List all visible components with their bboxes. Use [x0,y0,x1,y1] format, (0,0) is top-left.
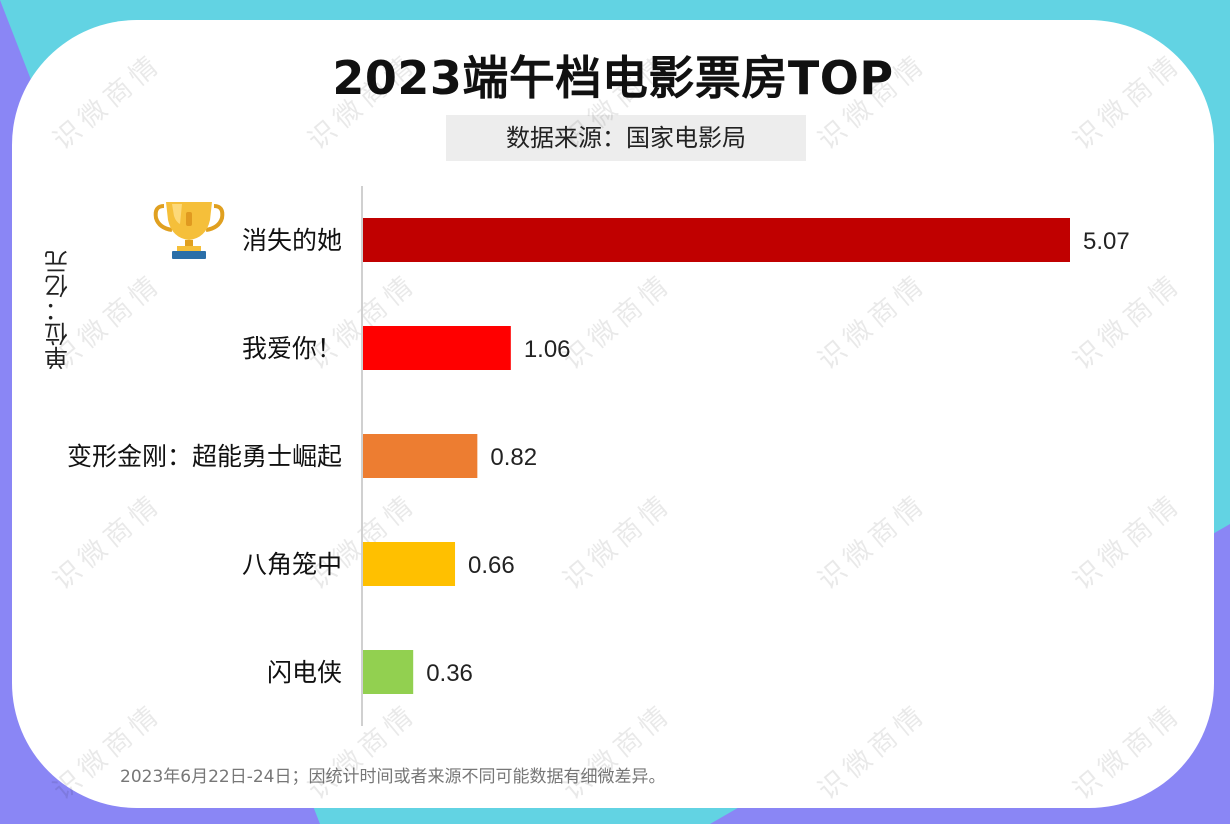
bar [363,326,511,370]
bar [363,650,414,694]
category-label: 我爱你！ [242,334,342,363]
category-label: 闪电侠 [267,658,342,687]
bar [363,434,478,478]
data-source-label: 数据来源：国家电影局 [446,115,806,161]
category-label: 消失的她 [242,226,342,255]
category-label: 变形金刚：超能勇士崛起 [67,442,342,471]
bar [363,542,456,586]
chart-title: 2023端午档电影票房TOP [332,51,894,105]
trophy-icon [153,202,225,259]
value-label: 1.06 [524,336,571,363]
value-label: 0.36 [426,660,473,687]
value-label: 0.66 [468,552,515,579]
value-label: 0.82 [490,444,537,471]
footnote: 2023年6月22日-24日；因统计时间或者来源不同可能数据有细微差异。 [120,767,666,787]
category-label: 八角笼中 [242,550,342,579]
value-label: 5.07 [1083,228,1130,255]
bar [363,218,1070,262]
chart-card: 2023端午档电影票房TOP 数据来源：国家电影局 单位：亿元 2023年6月2… [12,20,1214,808]
